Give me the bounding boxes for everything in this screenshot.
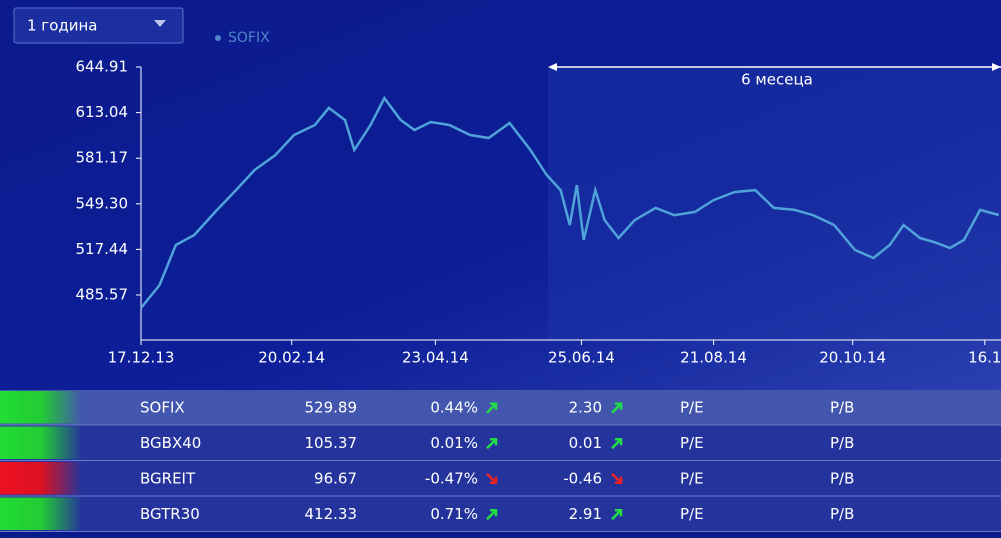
row-background [0,425,1001,460]
cell: -0.46 [563,469,602,487]
cell: P/B [830,398,854,416]
trend-arrow [486,402,498,414]
trend-arrow [611,438,623,450]
trend-arrow [486,472,498,484]
cell: 96.67 [314,469,357,487]
cell: 529.89 [305,398,358,416]
trend-arrow [486,438,498,450]
x-tick-label: 23.04.14 [402,349,469,367]
y-tick-label: 644.91 [76,58,129,76]
cell: P/B [830,505,854,523]
cell: 0.01 [569,434,602,452]
cell: P/E [680,398,704,416]
cell: BGTR30 [140,505,200,523]
cell: BGREIT [140,469,196,487]
trend-arrow [611,402,623,414]
legend-label: SOFIX [228,30,270,46]
trend-arrow [611,509,623,521]
dropdown[interactable]: 1 година [13,7,184,44]
cell: 0.71% [430,505,478,523]
cell: BGBX40 [140,434,201,452]
y-tick-label: 517.44 [76,240,129,258]
x-tick-label: 21.08.14 [680,349,747,367]
x-tick-label: 20.02.14 [258,349,325,367]
row-background [0,496,1001,531]
trend-bar [0,426,82,459]
dropdown-caret[interactable] [154,20,166,27]
cell: P/E [680,469,704,487]
cell: 2.30 [569,398,602,416]
cell: 105.37 [305,434,358,452]
cell: 412.33 [305,505,358,523]
index-table: SOFIX 529.89 0.44% 2.30 P/E P/B BGBX40 105.37 0.… [0,390,1001,532]
dropdown-label[interactable]: 1 година [27,17,98,35]
x-tick-label: 20.10.14 [819,349,886,367]
cell: P/E [680,505,704,523]
cell: P/E [680,434,704,452]
trend-arrow [611,472,623,484]
cell: P/B [830,434,854,452]
trend-arrow [486,509,498,521]
cell: 0.44% [430,398,478,416]
cell: 0.01% [430,434,478,452]
cell: P/B [830,469,854,487]
dropdown-box[interactable] [13,7,184,44]
cell: SOFIX [140,398,185,416]
legend-dot [215,35,221,41]
x-tick-label: 25.06.14 [548,349,615,367]
y-tick-label: 549.30 [76,194,129,212]
period-arrowhead [992,63,1001,71]
x-tick-label: 16.1 [968,349,1001,367]
row-background [0,461,1001,496]
trend-bar [0,391,82,424]
y-tick-label: 485.57 [76,285,129,303]
trend-bar [0,497,82,530]
x-tick-label: 17.12.13 [108,349,175,367]
y-tick-label: 581.17 [76,149,129,167]
period-highlight [548,67,1001,340]
period-label: 6 месеца [741,71,813,89]
series-line [140,95,1000,309]
row-background [0,390,1001,425]
trend-bar [0,462,82,495]
cell: -0.47% [425,469,478,487]
cell: 2.91 [569,505,602,523]
period-arrowhead [548,63,557,71]
y-tick-label: 613.04 [76,103,129,121]
